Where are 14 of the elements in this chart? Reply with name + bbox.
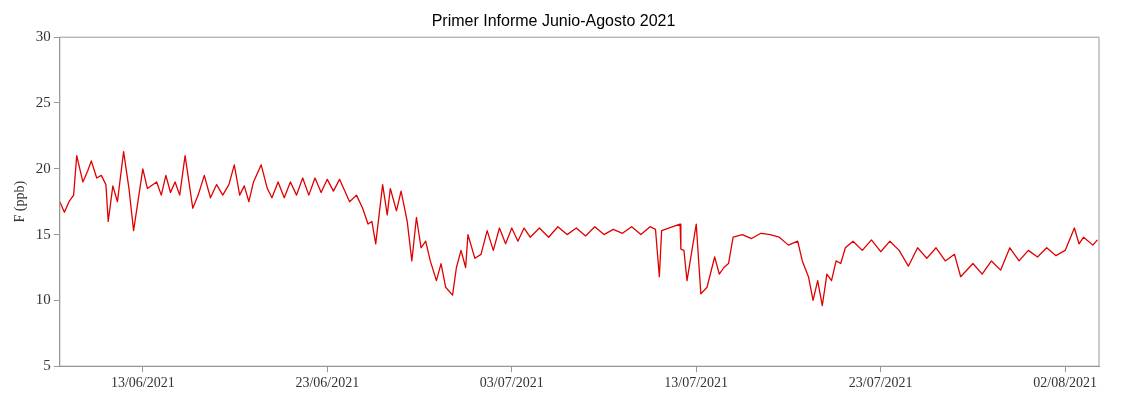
y-tick-label: 30 <box>35 28 51 45</box>
chart-title: Primer Informe Junio-Agosto 2021 <box>431 12 676 30</box>
x-tick-label: 13/06/2021 <box>110 375 175 391</box>
x-tick-label: 23/07/2021 <box>848 375 913 391</box>
x-tick-label: 23/06/2021 <box>295 375 360 391</box>
y-tick-label: 15 <box>35 225 51 242</box>
x-tick-label: 13/07/2021 <box>664 375 729 391</box>
x-tick-label: 03/07/2021 <box>479 375 544 391</box>
y-axis-title: F (ppb) <box>12 180 29 223</box>
y-tick-label: 25 <box>35 93 51 110</box>
y-tick-label: 20 <box>35 159 51 176</box>
y-tick-label: 10 <box>35 291 51 308</box>
x-tick-label: 02/08/2021 <box>1033 375 1098 391</box>
y-tick-label: 5 <box>43 357 51 374</box>
